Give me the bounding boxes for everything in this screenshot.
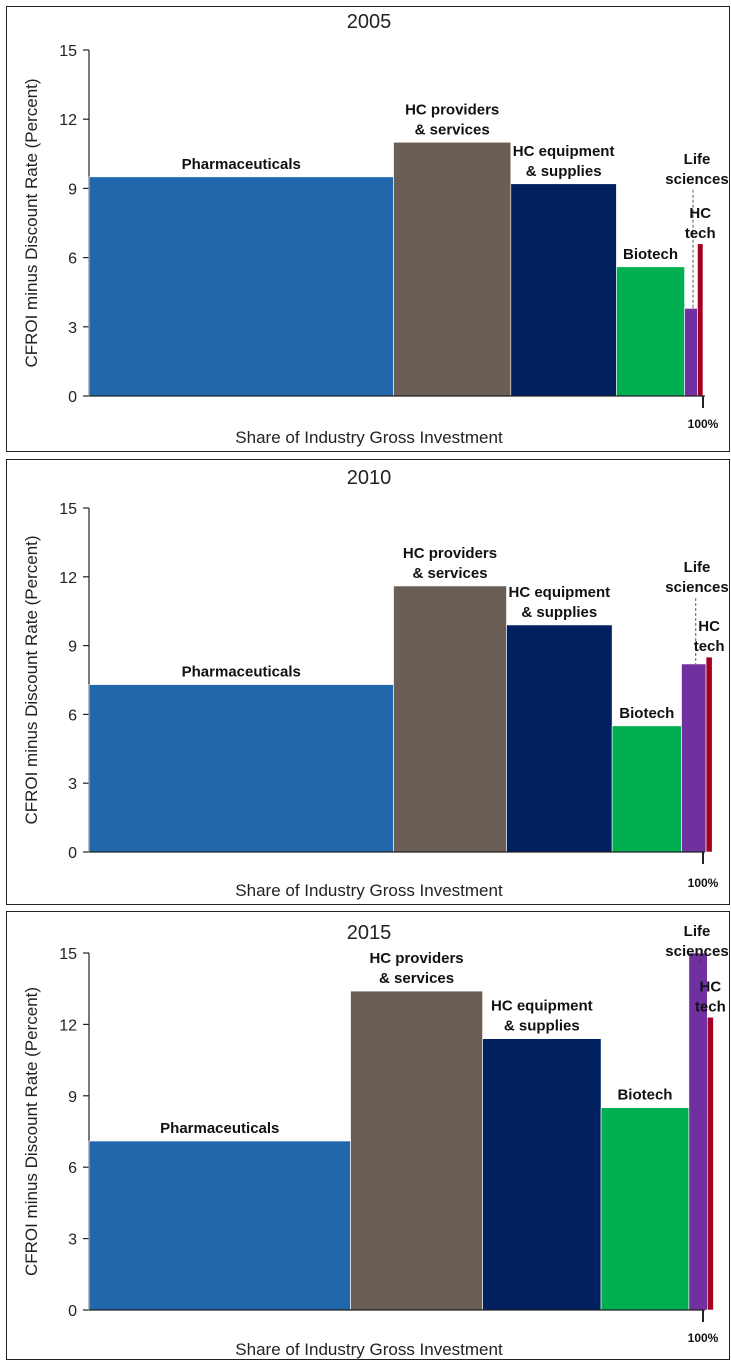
- chart-1-bar-label-hc-providers-and-services: HC providers: [403, 545, 497, 562]
- chart-2-y-tick-label: 6: [68, 1160, 77, 1177]
- chart-0-bar-label-hc-equipment-and-supplies: & supplies: [526, 163, 602, 180]
- chart-1-bar-life-sciences: [681, 663, 707, 853]
- chart-1-y-tick-label: 12: [59, 570, 77, 587]
- chart-2-bar-label-life-sciences: sciences: [665, 943, 728, 960]
- chart-1-bar-label-hc-tech: tech: [694, 638, 725, 655]
- chart-1-y-tick-label: 0: [68, 845, 77, 862]
- chart-2-y-tick-label: 0: [68, 1303, 77, 1320]
- chart-0-bar-label-biotech: Biotech: [623, 246, 678, 263]
- chart-0-bar-label-hc-providers-and-services: HC providers: [405, 101, 499, 118]
- chart-2-bar-label-hc-tech: tech: [695, 998, 726, 1015]
- chart-2-y-tick-label: 15: [59, 946, 77, 963]
- chart-2-end-label: 100%: [688, 1331, 719, 1345]
- chart-svg-2010: 2010 0 3 6 9 12 15 CFROI minus Discount Rate (P…: [22, 467, 729, 900]
- chart-svg-2015: 2015 0 3 6 9 12 15 CFROI minus Discount Rate (P…: [22, 922, 729, 1359]
- chart-0-end-label: 100%: [688, 417, 719, 431]
- chart-0-y-tick-label: 6: [68, 251, 77, 268]
- chart-0-bar-label-hc-tech: tech: [685, 225, 716, 242]
- chart-0-bar-pharmaceuticals: [88, 176, 394, 397]
- chart-1-y-tick-label: 6: [68, 707, 77, 724]
- chart-0-bar-label-hc-equipment-and-supplies: HC equipment: [513, 143, 615, 160]
- chart-0-bar-hc-equipment-and-supplies: [510, 183, 617, 397]
- chart-2-bar-label-biotech: Biotech: [617, 1087, 672, 1104]
- chart-1-bar-hc-tech: [705, 656, 713, 853]
- chart-2-bar-hc-tech: [706, 1016, 714, 1311]
- chart-2-bar-pharmaceuticals: [88, 1140, 351, 1311]
- chart-1-title: 2010: [347, 467, 392, 489]
- chart-0-bar-biotech: [616, 266, 685, 397]
- chart-0-bar-label-life-sciences: sciences: [665, 171, 728, 188]
- chart-2-bar-label-hc-equipment-and-supplies: HC equipment: [491, 998, 593, 1015]
- chart-0-title: 2005: [347, 11, 392, 33]
- chart-2-bar-label-hc-equipment-and-supplies: & supplies: [504, 1018, 580, 1035]
- chart-1-y-axis-title: CFROI minus Discount Rate (Percent): [22, 535, 41, 824]
- chart-svg-2005: 2005 0 3 6 9 12 15 CFROI minus Discount Rate (P…: [22, 11, 729, 447]
- chart-1-bar-label-life-sciences: sciences: [665, 579, 728, 596]
- chart-1-y-tick-label: 9: [68, 639, 77, 656]
- chart-2-y-tick-label: 9: [68, 1089, 77, 1106]
- chart-0-y-tick-label: 15: [59, 43, 77, 60]
- chart-0-x-axis-title: Share of Industry Gross Investment: [235, 428, 503, 447]
- chart-panel-2015: 2015 0 3 6 9 12 15 CFROI minus Discount Rate (P…: [6, 911, 730, 1360]
- chart-0-bar-hc-providers-and-services: [393, 141, 512, 397]
- chart-2-title: 2015: [347, 922, 392, 944]
- chart-1-bar-label-hc-tech: HC: [698, 618, 720, 635]
- chart-2-bar-label-hc-providers-and-services: & services: [379, 970, 454, 987]
- chart-2-bar-label-life-sciences: Life: [684, 923, 711, 940]
- chart-0-y-tick-label: 12: [59, 112, 77, 129]
- chart-1-x-axis-title: Share of Industry Gross Investment: [235, 881, 503, 900]
- chart-0-y-tick-label: 0: [68, 389, 77, 406]
- chart-2-bar-biotech: [600, 1107, 690, 1311]
- chart-0-y-axis-title: CFROI minus Discount Rate (Percent): [22, 78, 41, 367]
- chart-1-bar-label-hc-equipment-and-supplies: HC equipment: [508, 584, 610, 601]
- chart-1-bar-label-life-sciences: Life: [684, 559, 711, 576]
- chart-2-bar-label-hc-providers-and-services: HC providers: [369, 950, 463, 967]
- chart-2-y-tick-label: 12: [59, 1017, 77, 1034]
- chart-2-bar-hc-providers-and-services: [350, 990, 483, 1311]
- chart-1-bar-hc-providers-and-services: [393, 585, 507, 853]
- chart-0-bar-life-sciences: [684, 308, 698, 397]
- chart-2-bar-label-hc-tech: HC: [700, 978, 722, 995]
- chart-0-bar-hc-tech: [697, 243, 704, 397]
- chart-2-y-axis-title: CFROI minus Discount Rate (Percent): [22, 987, 41, 1276]
- chart-1-y-tick-label: 15: [59, 501, 77, 518]
- chart-1-bar-label-hc-providers-and-services: & services: [413, 565, 488, 582]
- chart-1-bar-pharmaceuticals: [88, 684, 394, 853]
- chart-1-bar-label-pharmaceuticals: Pharmaceuticals: [182, 664, 301, 681]
- chart-0-y-tick-label: 3: [68, 320, 77, 337]
- chart-panel-2005: 2005 0 3 6 9 12 15 CFROI minus Discount Rate (P…: [6, 6, 730, 452]
- chart-2-x-axis-title: Share of Industry Gross Investment: [235, 1340, 503, 1359]
- chart-2-y-tick-label: 3: [68, 1232, 77, 1249]
- chart-1-bar-biotech: [611, 725, 682, 853]
- chart-2-bar-label-pharmaceuticals: Pharmaceuticals: [160, 1120, 279, 1137]
- chart-0-bar-label-hc-providers-and-services: & services: [415, 121, 490, 138]
- chart-0-bar-label-life-sciences: Life: [684, 151, 711, 168]
- chart-0-y-tick-label: 9: [68, 181, 77, 198]
- chart-0-bar-label-pharmaceuticals: Pharmaceuticals: [182, 156, 301, 173]
- chart-1-bar-label-hc-equipment-and-supplies: & supplies: [521, 604, 597, 621]
- chart-1-y-tick-label: 3: [68, 776, 77, 793]
- chart-1-bar-hc-equipment-and-supplies: [506, 624, 613, 853]
- chart-panel-2010: 2010 0 3 6 9 12 15 CFROI minus Discount Rate (P…: [6, 459, 730, 905]
- chart-1-end-label: 100%: [688, 876, 719, 890]
- chart-2-bar-hc-equipment-and-supplies: [482, 1038, 602, 1311]
- chart-0-bar-label-hc-tech: HC: [689, 205, 711, 222]
- chart-1-bar-label-biotech: Biotech: [619, 705, 674, 722]
